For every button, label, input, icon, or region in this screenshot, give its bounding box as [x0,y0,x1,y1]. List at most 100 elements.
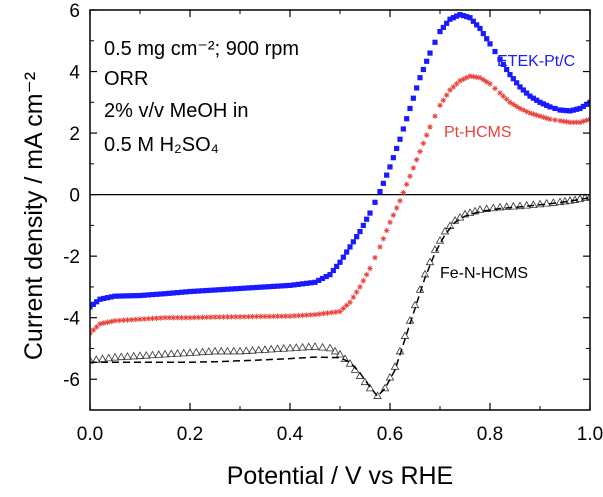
data-point [183,314,189,321]
data-point [377,188,383,195]
y-tick-label: 2 [69,124,80,145]
data-point [320,310,327,317]
data-point [174,290,181,296]
data-point [94,299,100,305]
data-point [124,317,131,323]
data-point [249,313,256,320]
data-point [199,314,206,321]
x-axis-title: Potential / V vs RHE [227,462,453,490]
data-point [327,272,333,278]
data-point [233,314,239,320]
data-point [337,308,343,315]
data-point [333,309,339,315]
data-point [101,295,107,302]
data-point [407,173,413,179]
data-point [387,164,393,170]
data-layer [90,12,590,399]
data-point [216,314,222,320]
data-point [487,81,493,87]
data-point [365,383,375,392]
data-point [123,352,132,360]
data-point [400,189,407,196]
data-point [97,296,103,302]
data-point [191,347,201,356]
data-point [547,104,553,110]
data-point [470,206,480,215]
data-point [454,13,460,19]
data-point [149,292,156,298]
data-point [465,208,475,216]
data-point [514,80,520,86]
data-point [198,347,207,356]
data-point [191,314,197,321]
data-point [266,284,272,290]
data-point [560,196,570,205]
data-point [254,345,264,354]
data-point [283,283,289,289]
data-point [299,312,306,319]
data-point [228,314,235,320]
data-point [534,97,540,103]
data-point [334,263,340,270]
data-point [224,286,231,292]
data-point [384,172,390,178]
data-point [353,289,360,295]
data-point [360,222,366,228]
data-point [585,192,590,200]
data-point [414,85,420,91]
data-point [312,279,318,285]
data-point [162,291,168,297]
series-pt-hcms [90,73,590,336]
data-point [570,119,577,126]
data-point [357,284,363,290]
data-point [404,116,410,122]
data-point [457,12,463,18]
data-point [552,117,558,123]
data-point [424,58,430,64]
data-point [324,310,331,316]
data-point [291,282,297,288]
data-point [524,90,530,96]
data-point [380,383,390,392]
data-point [158,291,164,297]
series-label-fe-n-hcms: Fe-N-HCMS [440,265,528,282]
data-point [154,350,164,358]
data-point [335,349,345,358]
x-tick-label: 0.4 [277,424,304,445]
data-point [210,346,220,355]
data-point [166,290,172,296]
data-point [299,281,306,287]
data-point [463,74,470,81]
data-point [475,205,485,213]
data-point [504,66,510,73]
data-point [318,342,327,351]
data-point [203,314,210,321]
data-point [295,312,302,319]
data-point [262,284,268,290]
data-point [208,287,214,293]
x-tick-label: 0.0 [77,424,103,445]
data-point [523,108,530,115]
data-point [316,277,322,283]
data-point [563,118,570,125]
data-point [580,103,586,110]
data-point [310,342,320,350]
data-point [273,344,282,353]
data-point [557,117,563,124]
data-point [235,346,245,355]
data-point [533,112,540,118]
data-point [497,90,503,96]
data-point [564,108,570,114]
data-point [444,20,450,26]
data-point [574,106,580,112]
data-point [517,105,523,112]
data-point [543,115,550,122]
data-point [417,148,423,155]
data-point [529,200,538,208]
data-point [237,313,243,320]
data-point [583,117,590,124]
data-point [537,99,543,105]
data-point [363,271,370,278]
data-point [220,286,226,293]
